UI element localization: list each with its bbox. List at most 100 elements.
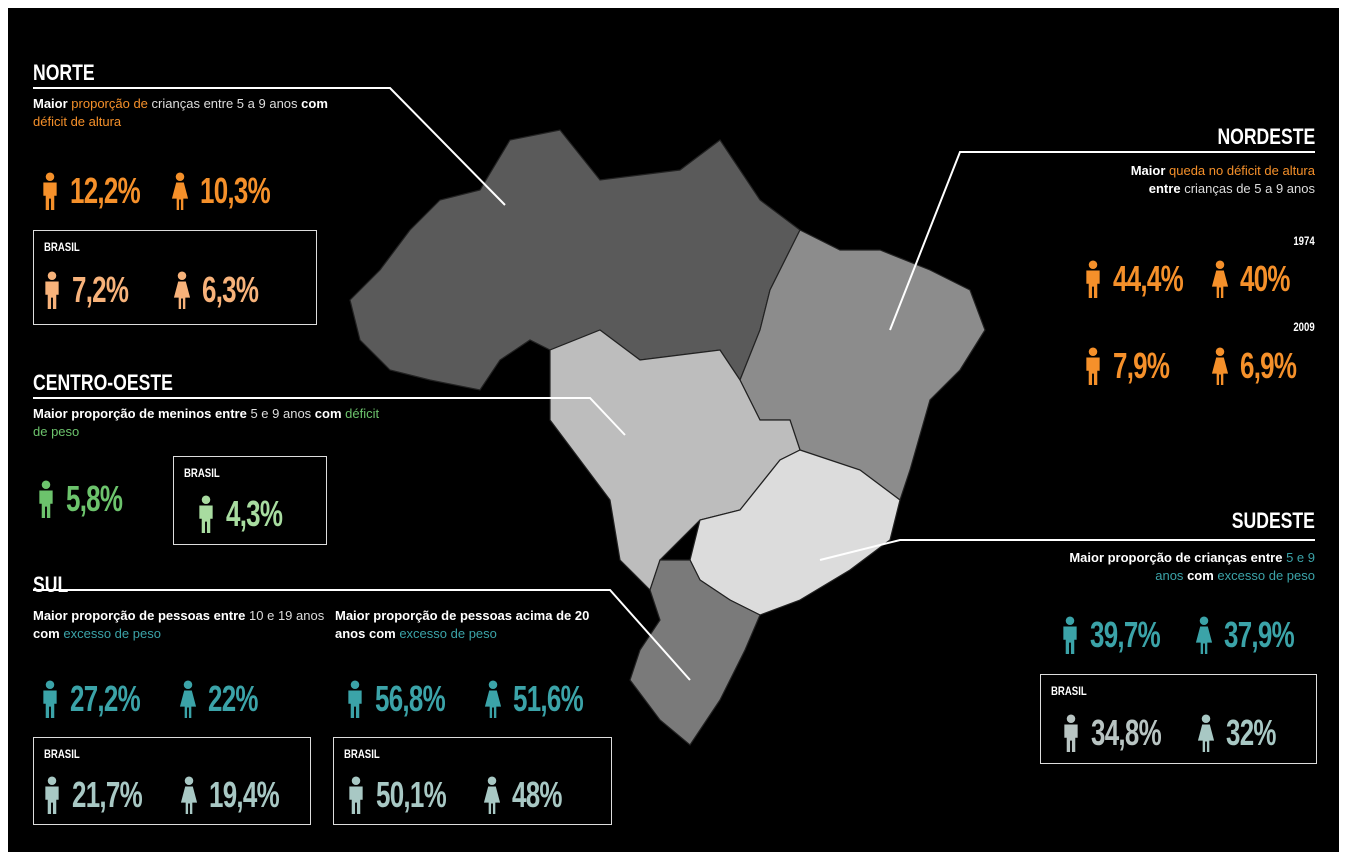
value: 22% <box>208 678 258 719</box>
stat-male: 27,2% <box>40 678 167 720</box>
female-icon <box>483 680 503 718</box>
value: 27,2% <box>70 678 141 719</box>
stat-male: 44,4% <box>1083 258 1210 300</box>
text: crianças de 5 a 9 anos <box>1184 181 1315 196</box>
value: 7,9% <box>1113 345 1170 386</box>
stat-male: 56,8% <box>345 678 472 720</box>
female-icon <box>1210 260 1230 298</box>
text: 10 e 19 anos <box>249 608 325 623</box>
text: Maior <box>33 96 68 111</box>
text: Maior proporção de pessoas acima de 20 a… <box>335 608 590 641</box>
value: 44,4% <box>1113 258 1184 299</box>
text: Maior proporção de crianças entre <box>1069 550 1283 565</box>
leader-line-centro-oeste <box>33 397 626 436</box>
box-label: BRASIL <box>44 747 80 761</box>
male-icon <box>346 776 366 814</box>
male-icon <box>42 776 62 814</box>
text: déficit de peso <box>33 406 380 439</box>
value: 37,9% <box>1224 614 1295 655</box>
text: queda no déficit de altura <box>1169 163 1315 178</box>
stat-female: 22% <box>178 678 277 720</box>
ne-description: Maior queda no déficit de altura entre cr… <box>1015 162 1315 198</box>
stat-male: 50,1% <box>346 774 473 816</box>
male-icon <box>36 480 56 518</box>
se-description: Maior proporção de crianças entre 5 e 9 … <box>1045 549 1315 585</box>
value: 56,8% <box>375 678 446 719</box>
value: 34,8% <box>1091 712 1162 753</box>
text: Maior proporção de pessoas entre <box>33 608 246 623</box>
male-icon <box>42 271 62 309</box>
brasil-box: BRASIL 7,2% 6,3% <box>33 230 317 325</box>
box-label: BRASIL <box>344 747 380 761</box>
leader-line-sudeste <box>819 539 1315 561</box>
female-icon <box>172 271 192 309</box>
stat-female: 40% <box>1210 258 1309 300</box>
stat-female: 10,3% <box>170 170 297 212</box>
brazil-map <box>33 87 1315 746</box>
female-icon <box>178 680 198 718</box>
brasil-box: BRASIL 21,7% 19,4% <box>33 737 311 825</box>
region-nordeste <box>739 229 986 501</box>
value: 10,3% <box>200 170 271 211</box>
male-icon <box>40 172 60 210</box>
value: 6,9% <box>1240 345 1297 386</box>
region-title: NORDESTE <box>1217 124 1315 149</box>
box-label: BRASIL <box>184 466 220 480</box>
stat-female: 32% <box>1196 712 1295 754</box>
value: 32% <box>1226 712 1276 753</box>
region-title: CENTRO-OESTE <box>33 370 173 395</box>
text: proporção de <box>71 96 148 111</box>
year-label: 1974 <box>1293 234 1315 248</box>
value: 5,8% <box>66 478 123 519</box>
text: com <box>314 406 342 421</box>
male-icon <box>345 680 365 718</box>
value: 6,3% <box>202 269 259 310</box>
region-title: SUL <box>33 572 69 597</box>
co-description: Maior proporção de meninos entre 5 e 9 a… <box>33 405 393 441</box>
text: com <box>301 96 328 111</box>
female-icon <box>170 172 190 210</box>
value: 4,3% <box>226 493 283 534</box>
region-title: SUDESTE <box>1231 508 1315 533</box>
text: excesso de peso <box>399 626 497 641</box>
male-icon <box>1060 616 1080 654</box>
text: 5 e 9 anos <box>1155 550 1315 583</box>
male-icon <box>40 680 60 718</box>
male-icon <box>1083 260 1103 298</box>
text: 5 e 9 anos <box>250 406 312 421</box>
value: 7,2% <box>72 269 129 310</box>
region-title: NORTE <box>33 60 95 85</box>
text: entre <box>1148 181 1181 196</box>
leader-line-nordeste <box>889 151 1315 331</box>
stat-female: 37,9% <box>1194 614 1321 656</box>
female-icon <box>1194 616 1214 654</box>
value: 48% <box>512 774 562 815</box>
year-label: 2009 <box>1293 320 1315 334</box>
stat-male: 12,2% <box>40 170 167 212</box>
text: Maior proporção de meninos entre <box>33 406 247 421</box>
stat-male: 21,7% <box>42 774 169 816</box>
stat-female: 19,4% <box>179 774 306 816</box>
stat-male: 39,7% <box>1060 614 1187 656</box>
text: excesso de peso <box>1217 568 1315 583</box>
female-icon <box>1196 714 1216 752</box>
female-icon <box>1210 347 1230 385</box>
box-label: BRASIL <box>1051 684 1087 698</box>
brasil-box: BRASIL 50,1% 48% <box>333 737 612 825</box>
text: crianças entre 5 a 9 anos <box>151 96 298 111</box>
brasil-box: BRASIL 4,3% <box>173 456 327 545</box>
value: 51,6% <box>513 678 584 719</box>
stat-male: 5,8% <box>36 478 144 520</box>
value: 39,7% <box>1090 614 1161 655</box>
value: 21,7% <box>72 774 143 815</box>
text: déficit de altura <box>33 114 122 129</box>
text: excesso de peso <box>63 626 161 641</box>
sul-title-wrap: SUL <box>33 572 77 598</box>
stat-male: 4,3% <box>196 493 304 535</box>
female-icon <box>179 776 199 814</box>
box-label: BRASIL <box>44 240 80 254</box>
female-icon <box>482 776 502 814</box>
male-icon <box>1061 714 1081 752</box>
value: 40% <box>1240 258 1290 299</box>
text: com <box>368 626 396 641</box>
